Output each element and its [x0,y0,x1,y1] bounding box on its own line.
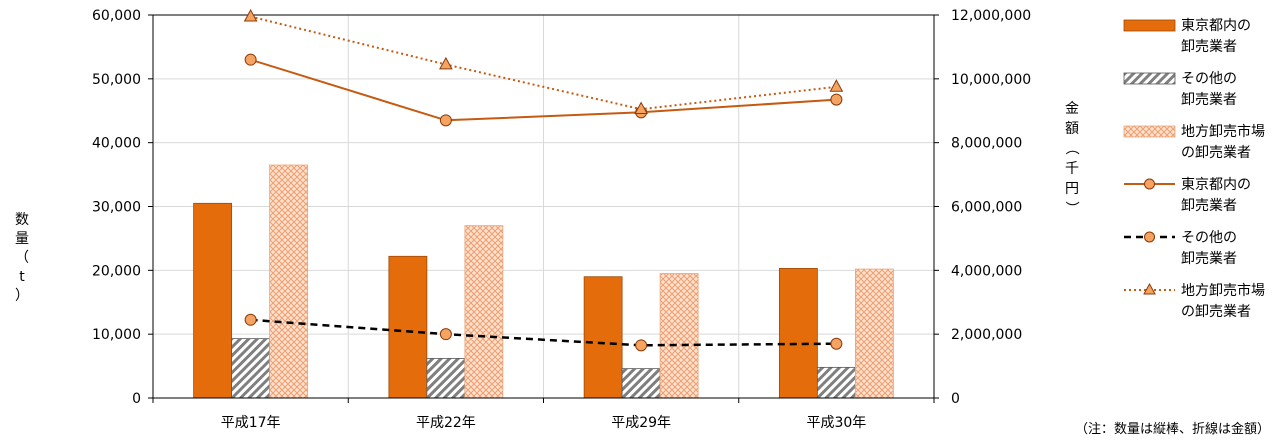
y-right-tick-label: 12,000,000 [951,8,1031,24]
bar-0-2 [583,276,623,399]
legend-label: の卸売業者 [1181,304,1251,320]
bars [193,164,894,399]
point-0-3 [830,93,843,106]
y-left-tick-label: 10,000 [92,327,141,343]
legend: 東京都内の卸売業者その他の卸売業者地方卸売市場の卸売業者東京都内の卸売業者その他… [1123,18,1265,320]
point-1-0 [244,313,257,326]
bar-1-1 [426,358,466,399]
point-2-3 [829,79,844,92]
y-right-tick-label: 10,000,000 [951,72,1031,88]
labels: 0 10,000 20,000 30,000 40,000 50,000 60,000 0 2,… [15,8,1270,437]
y-right-title-char: 金 [1065,101,1079,117]
bar-1-2 [621,368,661,399]
legend-label: 東京都内の [1181,18,1251,34]
y-left-title-char: 量 [15,231,29,247]
bar-2-3 [854,268,894,399]
legend-label: 卸売業者 [1181,92,1237,108]
y-right-title-char: （ [1063,141,1079,155]
y-left-tick-label: 50,000 [92,72,141,88]
bar-2-1 [464,225,504,399]
y-right-title-char: 額 [1065,121,1079,137]
y-left-tick-label: 20,000 [92,263,141,279]
y-right-tick-label: 6,000,000 [951,200,1022,216]
y-left-tick-label: 30,000 [92,200,141,216]
y-left-title-char: （ [15,250,29,266]
legend-label: 卸売業者 [1181,39,1237,55]
y-left-tick-label: 0 [132,391,141,407]
legend-label: その他の [1181,230,1237,246]
legend-marker [1144,178,1155,190]
bar-1-0 [231,338,271,399]
bar-1-3 [816,366,856,399]
lines [243,8,844,352]
y-left-title-char: ） [15,288,29,304]
legend-label: 卸売業者 [1181,198,1237,214]
legend-label: 地方卸売市場 [1181,282,1265,299]
y-left-tick-label: 40,000 [92,136,141,152]
legend-label: の卸売業者 [1181,145,1251,161]
y-right-title-char: 円 [1065,181,1079,197]
x-tick-label: 平成17年 [221,415,281,431]
y-left-title-char: 数 [15,212,29,228]
bar-2-0 [269,164,309,399]
legend-swatch-bar [1123,125,1176,138]
y-left-tick-label: 60,000 [92,8,141,24]
legend-label: 卸売業者 [1181,251,1237,267]
y-right-title-char: ） [1063,201,1079,215]
point-0-1 [439,114,452,127]
legend-swatch-bar [1123,72,1176,85]
x-tick-label: 平成22年 [416,415,476,431]
point-1-1 [439,328,452,341]
x-tick-label: 平成29年 [611,415,671,431]
bar-2-2 [659,273,699,399]
y-right-tick-label: 4,000,000 [951,263,1022,279]
line-series-2 [250,15,837,111]
line-series-0 [250,58,837,122]
legend-marker [1144,231,1155,243]
y-right-title-char: 千 [1065,161,1079,177]
legend-marker [1143,282,1156,295]
bar-0-0 [193,202,233,399]
line-series-1 [250,318,837,347]
legend-swatch-bar [1123,19,1176,32]
legend-label: 地方卸売市場 [1181,123,1265,140]
y-right-tick-label: 2,000,000 [951,327,1022,343]
x-tick-label: 平成30年 [806,415,866,431]
point-0-0 [244,53,257,66]
legend-label: その他の [1181,71,1237,87]
axes [148,14,939,403]
point-1-2 [635,339,648,352]
y-right-tick-label: 0 [951,391,960,407]
point-2-1 [439,56,453,70]
point-1-3 [830,337,843,350]
legend-label: 東京都内の [1181,177,1251,193]
y-right-tick-label: 8,000,000 [951,136,1022,152]
chart-note: （注：数量は縦棒、折線は金額） [1075,421,1270,437]
point-2-0 [243,8,258,22]
y-left-title-char: t [19,269,25,285]
bar-0-3 [778,268,818,399]
point-2-2 [634,101,648,115]
bar-0-1 [388,255,428,399]
